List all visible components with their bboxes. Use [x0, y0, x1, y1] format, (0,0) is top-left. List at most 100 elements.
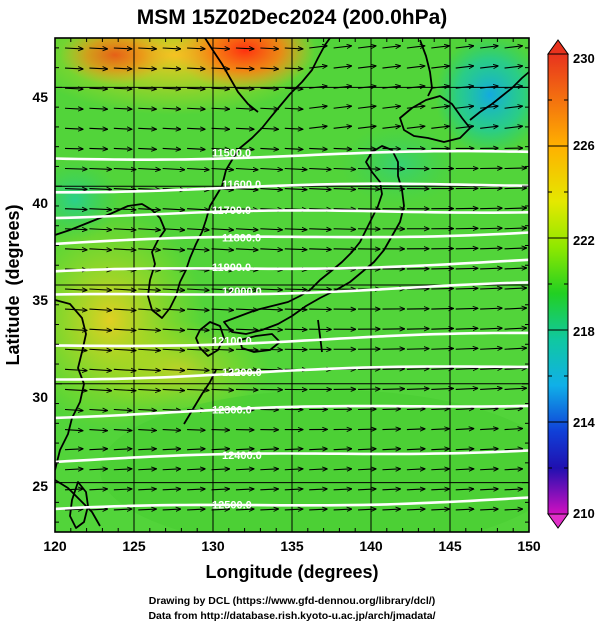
wind-vector-arrow: [504, 429, 523, 430]
wind-vector-arrow: [309, 249, 331, 250]
wind-vector-arrow: [455, 288, 478, 289]
wind-vector-arrow: [455, 388, 478, 389]
wind-vector-arrow: [455, 328, 478, 329]
wind-vector-arrow: [406, 489, 425, 490]
wind-vector-arrow: [64, 389, 87, 390]
wind-vector-arrow: [406, 329, 429, 330]
wind-vector-arrow: [358, 209, 380, 210]
wind-vector-arrow: [382, 489, 400, 490]
wind-vector-arrow: [64, 410, 83, 411]
wind-vector-arrow: [333, 489, 352, 490]
wind-vector-arrow: [406, 86, 425, 88]
coastline-china-south: [55, 479, 101, 527]
y-tick-label: 30: [32, 389, 48, 405]
wind-vector-arrow: [235, 469, 254, 470]
wind-vector-arrow: [187, 509, 205, 510]
wind-vector-arrow: [480, 228, 502, 229]
wind-vector-arrow: [284, 108, 303, 109]
wind-vector-arrow: [406, 369, 429, 370]
wind-vector-arrow: [89, 108, 107, 109]
wind-vector-arrow: [113, 88, 132, 89]
wind-vector-arrow: [333, 249, 356, 250]
x-tick-label: 140: [359, 538, 383, 554]
wind-vector-arrow: [235, 148, 254, 149]
wind-vector-arrow: [455, 429, 474, 430]
wind-vector-arrow: [406, 409, 425, 410]
wind-vector-arrow: [358, 449, 376, 450]
wind-vector-arrow: [333, 46, 352, 48]
wind-vector-arrow: [333, 169, 356, 170]
wind-vector-arrow: [138, 430, 156, 431]
y-tick-label: 35: [32, 292, 48, 308]
coastline-primorye: [204, 38, 259, 113]
wind-vector-arrow: [162, 309, 185, 310]
wind-vector-arrow: [431, 509, 449, 510]
wind-vector-arrow: [187, 349, 209, 350]
wind-vector-arrow: [260, 148, 278, 149]
y-tick-label: 25: [32, 478, 48, 494]
wind-vector-arrow: [504, 66, 523, 68]
wind-vector-arrow: [260, 108, 278, 109]
wind-vector-arrow: [211, 209, 234, 210]
wind-vector-arrow: [504, 46, 523, 48]
wind-vector-arrow: [480, 66, 498, 68]
wind-vector-arrow: [504, 228, 527, 229]
wind-vector-arrow: [211, 430, 230, 431]
wind-vector-arrow: [358, 489, 376, 490]
wind-vector-arrow: [235, 48, 254, 49]
wind-vector-arrow: [138, 48, 156, 49]
wind-vector-arrow: [382, 469, 400, 470]
wind-vector-arrow: [211, 509, 230, 510]
wind-vector-arrow: [431, 328, 453, 329]
coastline-china-east: [55, 299, 87, 471]
wind-vector-arrow: [113, 449, 132, 450]
height-contour-line: [55, 365, 529, 381]
wind-vector-arrow: [431, 288, 453, 289]
wind-vector-arrow: [113, 48, 132, 49]
wind-vector-arrow: [187, 68, 205, 69]
wind-vector-arrow: [333, 469, 352, 470]
x-tick-label: 125: [122, 538, 146, 554]
wind-vector-arrow: [504, 188, 527, 189]
height-contour-label: 11700.0: [212, 205, 251, 217]
wind-vector-arrow: [431, 429, 449, 430]
wind-vector-arrow: [113, 389, 136, 390]
wind-vector-arrow: [235, 169, 258, 170]
wind-vector-arrow: [64, 169, 87, 170]
wind-vector-arrow: [64, 108, 83, 109]
wind-vector-arrow: [480, 469, 498, 470]
wind-vector-arrow: [113, 108, 132, 109]
wind-vector-arrow: [480, 248, 502, 249]
wind-vector-arrow: [504, 408, 523, 409]
wind-vector-arrow: [358, 189, 380, 190]
wind-vector-arrow: [64, 88, 83, 89]
wind-vector-arrow: [260, 249, 282, 250]
wind-vector-arrow: [211, 349, 234, 350]
wind-vector-arrow: [187, 369, 209, 370]
wind-vector-arrow: [64, 189, 87, 190]
wind-vector-arrow: [284, 489, 303, 490]
wind-vector-arrow: [333, 86, 352, 88]
wind-vector-arrow: [187, 329, 209, 330]
wind-vector-arrow: [309, 169, 331, 170]
wind-vector-arrow: [406, 126, 425, 128]
height-contour-label: 12000.0: [222, 286, 262, 298]
wind-vector-arrow: [89, 249, 111, 250]
wind-vector-arrow: [113, 128, 132, 129]
wind-vector-arrow: [431, 106, 449, 108]
wind-vector-arrow: [89, 229, 111, 230]
wind-vector-arrow: [309, 489, 327, 490]
wind-vector-arrow: [480, 368, 502, 369]
wind-vector-arrow: [138, 449, 156, 450]
wind-vector-arrow: [162, 169, 185, 170]
wind-vector-arrow: [235, 309, 258, 310]
wind-vector-arrow: [211, 249, 234, 250]
wind-vector-arrow: [89, 449, 107, 450]
wind-vector-arrow: [235, 128, 254, 129]
wind-vector-arrow: [138, 148, 156, 149]
wind-vector-arrow: [113, 309, 136, 310]
wind-vector-arrow: [504, 308, 527, 309]
wind-vector-arrow: [504, 368, 527, 369]
wind-vector-arrow: [89, 469, 107, 470]
wind-vector-arrow: [235, 389, 258, 390]
